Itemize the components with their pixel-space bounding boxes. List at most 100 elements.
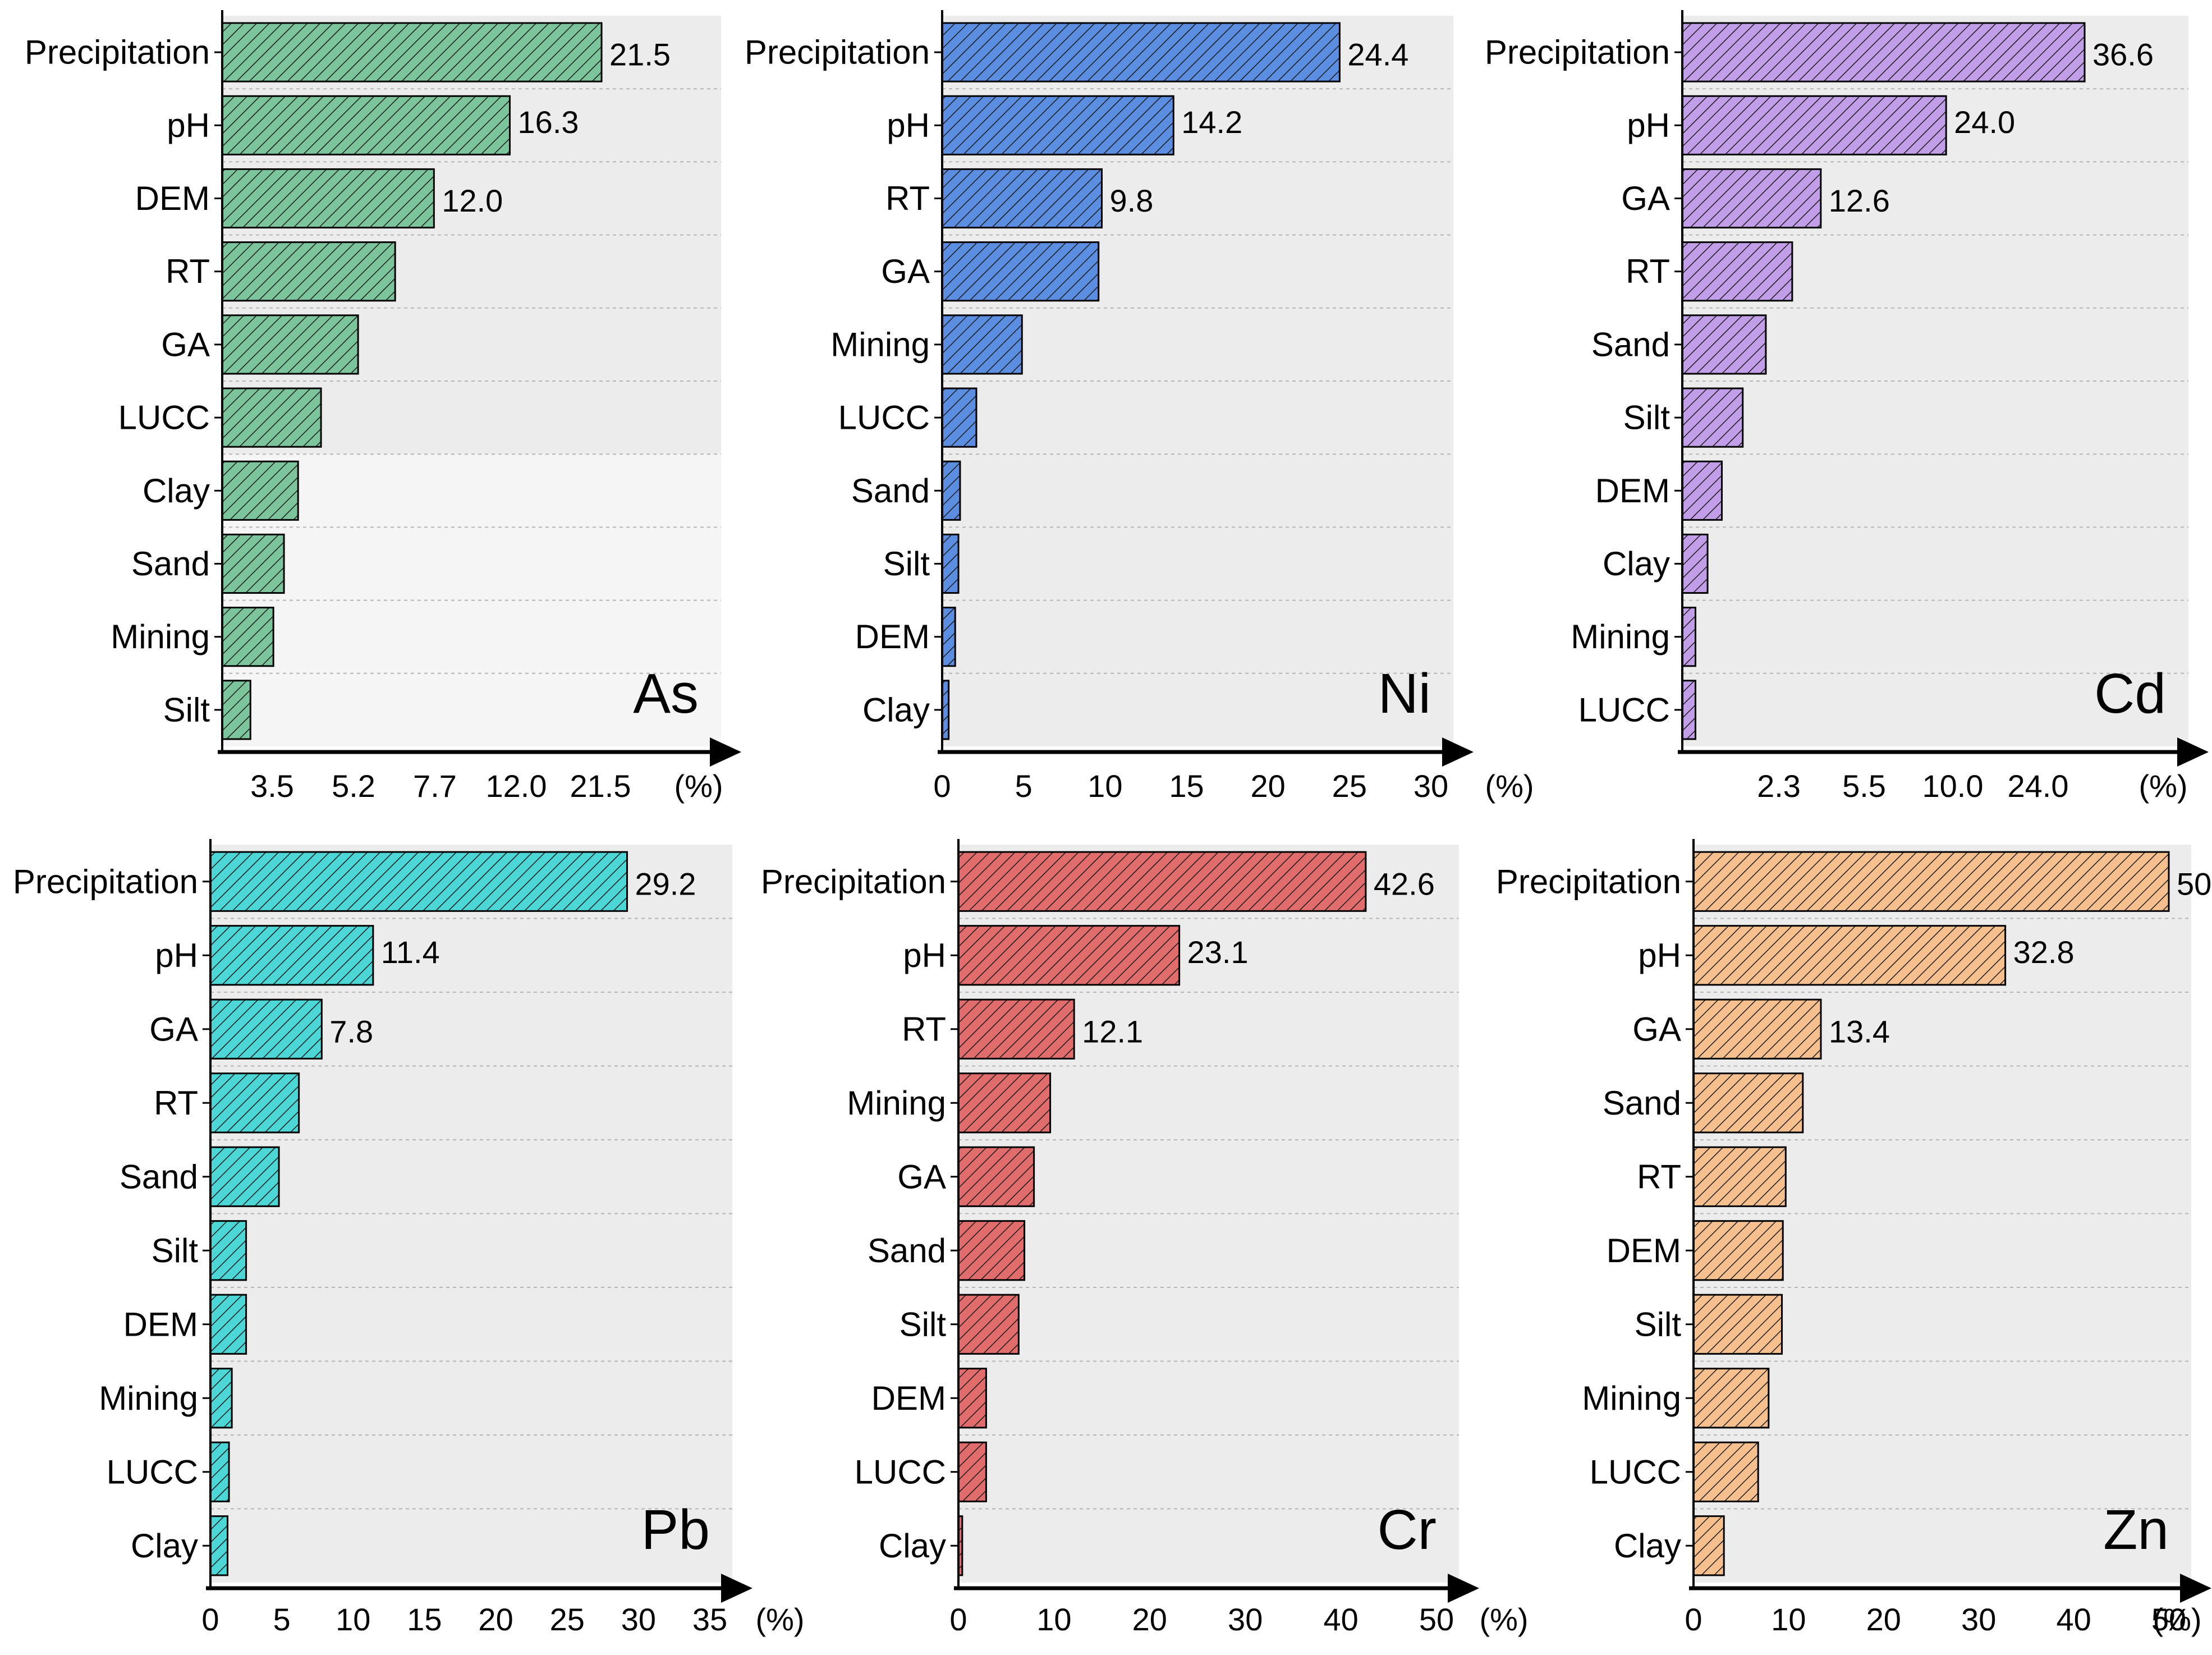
bar-dem	[941, 607, 956, 667]
x-axis-arrowhead	[710, 737, 741, 767]
category-label: LUCC	[118, 399, 210, 437]
bar-lucc	[941, 387, 977, 448]
bar-dem	[221, 168, 435, 229]
row-band	[942, 308, 1453, 381]
category-label: Precipitation	[1485, 34, 1670, 71]
category-label: RT	[902, 1010, 946, 1048]
bar-ph	[209, 925, 374, 986]
bar-sand	[209, 1146, 280, 1207]
bar-lucc	[1681, 680, 1697, 740]
category-label: Sand	[1603, 1084, 1681, 1122]
value-label: 24.4	[1347, 37, 1408, 72]
bar-ga	[957, 1146, 1035, 1207]
row-band	[958, 1509, 1459, 1583]
x-tick-label: 30	[1228, 1602, 1263, 1637]
row-band	[210, 1140, 732, 1214]
category-label: Silt	[900, 1305, 947, 1343]
row-band	[1682, 600, 2188, 673]
x-tick-label: 30	[1961, 1602, 1996, 1637]
value-label: 16.3	[518, 104, 579, 140]
x-tick-label: 35	[692, 1602, 727, 1637]
bar-sand	[957, 1220, 1026, 1281]
bar-mining	[1681, 607, 1697, 667]
bar-clay	[1692, 1515, 1725, 1576]
x-tick-label: 40	[1323, 1602, 1358, 1637]
category-label: pH	[887, 107, 930, 144]
x-tick-label: 5	[1015, 768, 1032, 804]
category-label: Precipitation	[1496, 863, 1681, 900]
row-band	[1694, 1435, 2191, 1509]
bar-rt	[1692, 1146, 1787, 1207]
row-band	[942, 600, 1453, 673]
bar-precipitation	[957, 851, 1367, 912]
category-label: Clay	[143, 472, 210, 510]
row-band	[210, 1509, 732, 1583]
value-label: 7.8	[329, 1014, 373, 1049]
bar-mining	[957, 1072, 1052, 1134]
x-tick-label: 30	[621, 1602, 656, 1637]
row-band	[1682, 454, 2188, 528]
x-tick-label: 7.7	[413, 768, 457, 804]
value-label: 9.8	[1110, 183, 1154, 218]
category-label: DEM	[1607, 1232, 1681, 1269]
bar-rt	[1681, 241, 1793, 302]
bar-ga	[209, 998, 323, 1060]
x-tick-label: 2.3	[1757, 768, 1801, 804]
row-band	[1682, 527, 2188, 600]
x-tick-label: 50	[1419, 1602, 1454, 1637]
category-label: Clay	[862, 691, 930, 728]
bar-ph	[221, 95, 511, 155]
category-label: GA	[1632, 1010, 1681, 1048]
x-tick-label: 50	[2151, 1602, 2186, 1637]
bar-lucc	[1692, 1441, 1759, 1502]
x-tick-label: 5.2	[332, 768, 375, 804]
row-band	[222, 527, 721, 600]
category-label: Clay	[1603, 545, 1670, 583]
x-unit-label: (%)	[2153, 1602, 2201, 1637]
category-label: Clay	[131, 1527, 198, 1565]
category-label: Mining	[1582, 1379, 1681, 1417]
category-label: Silt	[1635, 1305, 1682, 1343]
x-tick-label: 0	[1685, 1602, 1702, 1637]
bar-sand	[1681, 314, 1767, 375]
row-band	[210, 1361, 732, 1435]
bar-rt	[221, 241, 396, 302]
row-band	[942, 673, 1453, 746]
bar-precipitation	[1692, 851, 2170, 912]
bar-ph	[1692, 925, 2007, 986]
category-label: LUCC	[838, 399, 930, 437]
bar-mining	[221, 607, 274, 667]
value-label: 29.2	[635, 866, 696, 901]
x-tick-label: 25	[1332, 768, 1367, 804]
value-label: 23.1	[1187, 934, 1249, 970]
row-band	[1694, 1361, 2191, 1435]
x-unit-label: (%)	[2138, 768, 2187, 804]
category-label: Mining	[111, 618, 210, 655]
x-axis-arrowhead	[1448, 1574, 1479, 1603]
row-band	[958, 1361, 1459, 1435]
bar-lucc	[221, 387, 322, 448]
x-tick-label: 5	[273, 1602, 291, 1637]
category-label: RT	[166, 253, 210, 290]
bar-mining	[941, 314, 1023, 375]
value-label: 13.4	[1829, 1014, 1890, 1049]
x-tick-label: 25	[550, 1602, 585, 1637]
x-tick-label: 20	[1866, 1602, 1901, 1637]
x-tick-label: 21.5	[570, 768, 631, 804]
category-label: Mining	[847, 1084, 946, 1122]
category-label: RT	[885, 180, 930, 217]
bar-precipitation	[941, 22, 1341, 82]
bar-ga	[1692, 998, 1822, 1060]
category-label: Mining	[99, 1379, 198, 1417]
x-tick-label: 10	[1771, 1602, 1806, 1637]
bar-ph	[957, 925, 1181, 986]
bar-rt	[941, 168, 1103, 229]
x-unit-label: (%)	[1485, 768, 1534, 804]
x-tick-label: 10	[1036, 1602, 1071, 1637]
value-label: 36.6	[2092, 37, 2154, 72]
value-label: 50.0	[2177, 866, 2212, 901]
x-axis-arrowhead	[2177, 737, 2209, 767]
value-label: 12.6	[1829, 183, 1890, 218]
category-label: RT	[1637, 1158, 1681, 1195]
bar-rt	[209, 1072, 300, 1134]
